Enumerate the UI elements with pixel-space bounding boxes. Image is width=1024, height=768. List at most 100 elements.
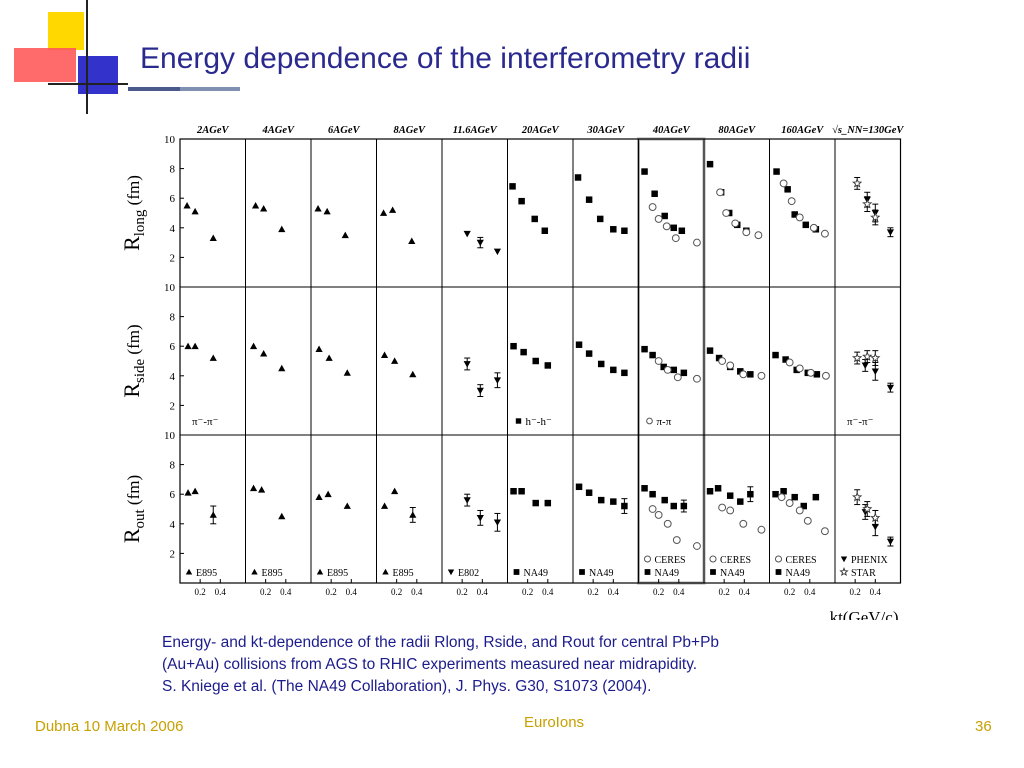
data-point: [509, 183, 516, 190]
data-point: [463, 497, 471, 504]
deco-blue-square: [78, 56, 118, 94]
data-point: [706, 160, 714, 168]
data-point: [739, 519, 748, 528]
y-tick-label: 10: [164, 430, 176, 442]
pair-type-label: π-π: [657, 416, 672, 428]
data-point: [649, 351, 656, 359]
y-tick-label: 2: [170, 400, 176, 412]
x-tick-label: 0.4: [870, 587, 882, 597]
data-point: [663, 519, 672, 528]
y-tick-label: 6: [170, 489, 176, 501]
data-point: [184, 489, 192, 496]
data-point: [672, 536, 681, 544]
data-point: [518, 197, 525, 205]
data-point: [541, 227, 549, 234]
legend-marker: [644, 569, 651, 575]
data-point: [706, 488, 714, 495]
x-tick-label: 0.2: [784, 587, 795, 597]
data-point: [209, 511, 217, 518]
data-point: [821, 527, 829, 536]
data-point: [641, 485, 648, 492]
data-point: [862, 198, 873, 209]
data-point: [575, 341, 583, 348]
legend-marker: [840, 556, 848, 563]
x-tick-label: 0.4: [739, 587, 751, 597]
data-point: [510, 342, 517, 350]
deco-yellow-square: [48, 12, 84, 50]
x-tick-label: 0.4: [215, 587, 227, 597]
y-tick-label: 8: [170, 164, 176, 176]
data-point: [532, 357, 539, 365]
data-point: [463, 230, 471, 238]
data-point: [191, 487, 199, 495]
data-point: [463, 361, 471, 368]
data-point: [747, 371, 754, 378]
data-point: [693, 374, 701, 383]
data-point: [660, 363, 667, 371]
data-point: [610, 366, 617, 374]
y-tick-label: 2: [170, 252, 176, 264]
data-point: [851, 352, 863, 363]
data-point: [343, 502, 351, 509]
energy-label: 4AGeV: [262, 125, 295, 136]
data-point: [380, 502, 389, 509]
x-tick-label: 0.4: [280, 587, 292, 597]
data-point: [544, 499, 552, 507]
slide-title: Energy dependence of the interferometry …: [140, 42, 751, 75]
data-point: [596, 215, 604, 223]
data-point: [715, 354, 723, 362]
data-point: [654, 215, 663, 223]
data-point: [325, 354, 333, 361]
data-point: [737, 498, 744, 505]
energy-label: 40AGeV: [652, 125, 691, 136]
pair-type-label: π⁻-π⁻: [192, 416, 219, 428]
data-point: [731, 219, 740, 228]
data-point: [726, 492, 734, 499]
data-point: [852, 178, 863, 188]
legend-label: NA49: [720, 568, 744, 579]
data-point: [782, 356, 789, 363]
data-point: [886, 538, 895, 546]
data-point: [621, 502, 628, 510]
pair-type-label: π⁻-π⁻: [847, 416, 874, 428]
data-point: [795, 506, 804, 515]
caption-line-1: Energy- and kt-dependence of the radii R…: [162, 634, 720, 651]
data-point: [278, 364, 286, 372]
legend-marker: [774, 555, 783, 563]
figure-caption: Energy- and kt-dependence of the radii R…: [162, 632, 942, 698]
data-point: [278, 512, 286, 520]
highlight-column-frame: [637, 137, 706, 585]
data-point: [716, 188, 725, 197]
data-point: [621, 369, 628, 377]
x-tick-label: 0.2: [195, 587, 206, 597]
data-point: [493, 377, 502, 384]
data-point: [649, 490, 656, 498]
y-tick-label: 10: [164, 282, 176, 294]
data-point: [249, 484, 258, 492]
data-point: [314, 204, 322, 212]
data-point: [663, 365, 672, 374]
data-point: [258, 486, 266, 493]
data-point: [493, 519, 502, 526]
energy-label: 20AGeV: [521, 125, 560, 136]
data-point: [791, 211, 798, 218]
legend-marker: [513, 569, 520, 575]
energy-label: 11.6AGeV: [453, 125, 498, 136]
data-point: [757, 525, 766, 534]
legend-label: NA49: [589, 568, 613, 579]
data-point: [209, 234, 217, 242]
data-point: [391, 357, 399, 364]
data-point: [862, 503, 873, 514]
data-point: [757, 371, 766, 380]
data-point: [409, 511, 417, 518]
data-point: [714, 485, 722, 492]
data-point: [851, 491, 863, 502]
legend-marker: [839, 567, 849, 577]
data-point: [862, 351, 873, 361]
data-point: [343, 369, 351, 376]
x-tick-label: 0.2: [653, 587, 664, 597]
data-point: [621, 227, 628, 234]
x-tick-label: 0.2: [719, 587, 730, 597]
data-point: [476, 387, 484, 395]
data-point: [870, 352, 881, 363]
